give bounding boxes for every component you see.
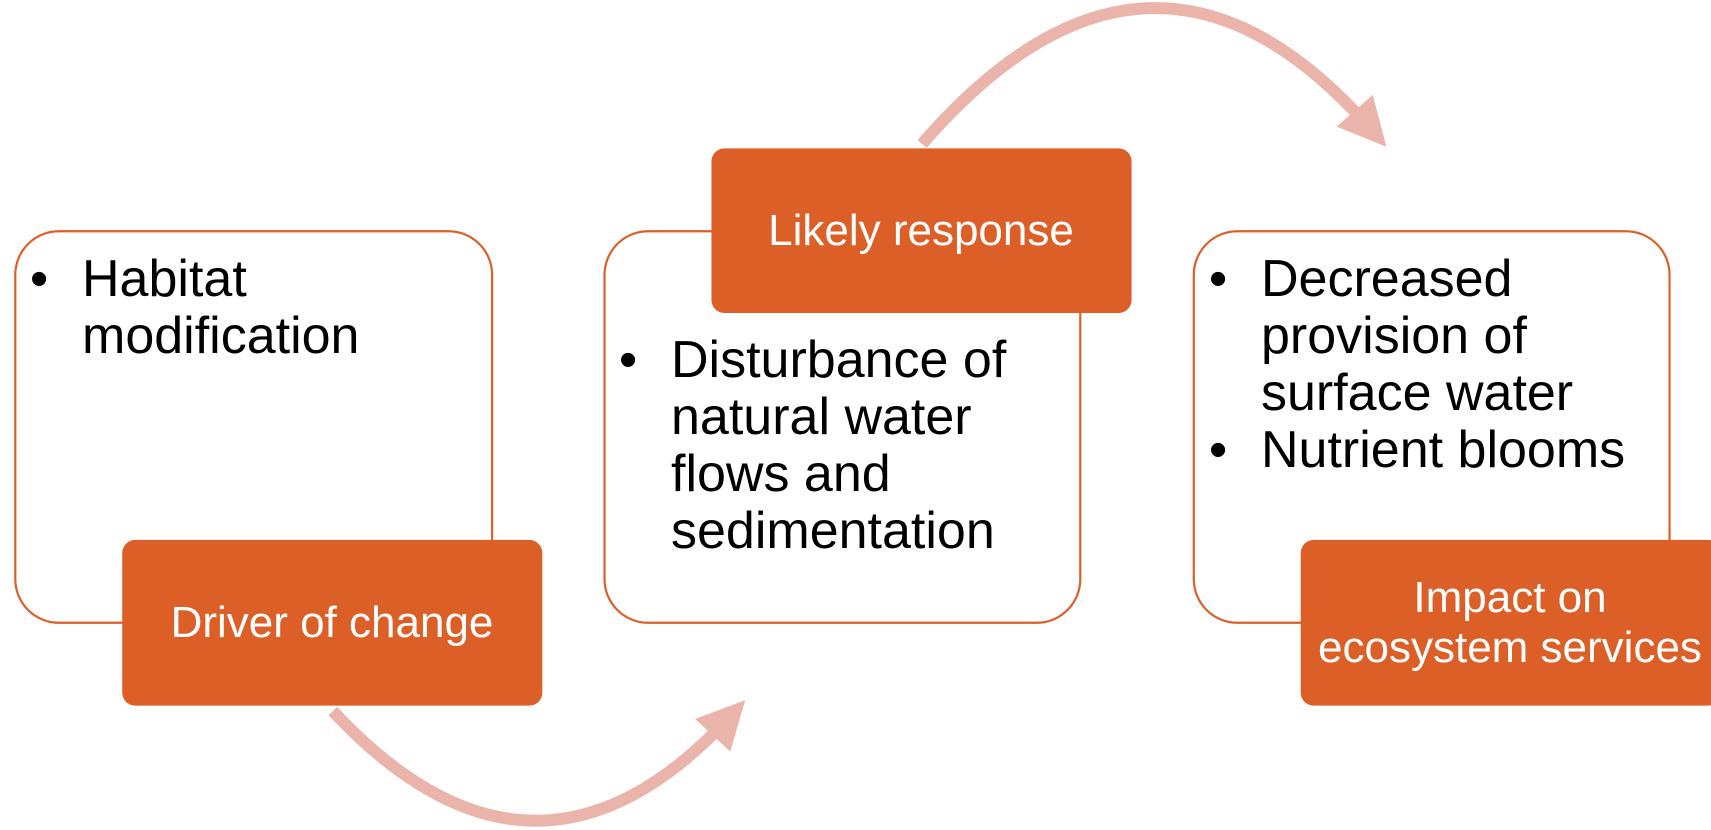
label-box [711, 148, 1132, 314]
label-box [1300, 539, 1711, 706]
item: Disturbance of natural water flows and s… [607, 332, 1067, 560]
item-list: Disturbance of natural water flows and s… [607, 332, 1067, 560]
item: Habitat modification [18, 251, 478, 365]
item: Decreased provision of surface water [1197, 251, 1662, 422]
item-list: Decreased provision of surface water Nut… [1197, 251, 1662, 480]
node-label: Likely response [768, 205, 1074, 255]
arrow [328, 700, 746, 827]
node-label: Driver of change [170, 598, 494, 647]
label-box [122, 539, 543, 706]
arrow [917, 2, 1387, 148]
item: Nutrient blooms [1197, 422, 1662, 480]
item-list: Habitat modification [18, 251, 478, 365]
node-label: Impact on ecosystem services [1318, 573, 1702, 672]
